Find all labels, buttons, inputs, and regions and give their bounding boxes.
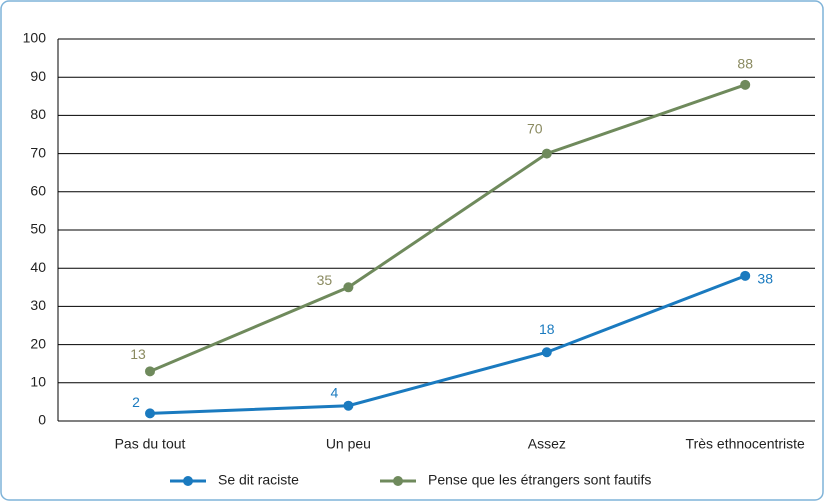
data-point [541, 148, 552, 159]
y-tick-label: 60 [30, 183, 46, 199]
x-tick-label: Assez [528, 436, 566, 452]
series-line [149, 274, 746, 415]
x-tick-label: Très ethnocentriste [686, 436, 806, 452]
data-label: 2 [132, 394, 140, 410]
data-label: 4 [331, 384, 339, 400]
data-label: 13 [130, 346, 146, 362]
data-point [541, 347, 552, 358]
legend-label: Pense que les étrangers sont fautifs [428, 472, 651, 488]
data-point [740, 270, 751, 281]
y-tick-label: 10 [30, 374, 46, 390]
y-tick-label: 40 [30, 259, 46, 275]
series-line [149, 83, 746, 373]
y-tick-label: 100 [23, 30, 47, 46]
y-tick-label: 80 [30, 106, 46, 122]
x-tick-label: Un peu [326, 436, 371, 452]
data-point [343, 400, 354, 411]
data-label: 70 [527, 120, 543, 136]
legend-label: Se dit raciste [218, 472, 299, 488]
y-tick-label: 20 [30, 335, 46, 351]
data-point [343, 282, 354, 293]
y-tick-label: 70 [30, 144, 46, 160]
y-tick-label: 0 [38, 412, 46, 428]
y-tick-label: 50 [30, 221, 46, 237]
y-tick-label: 30 [30, 297, 46, 313]
legend-marker [183, 476, 193, 486]
data-label: 35 [317, 272, 333, 288]
data-point [145, 366, 155, 377]
data-point [145, 408, 155, 419]
y-tick-label: 90 [30, 68, 46, 84]
data-label: 18 [539, 321, 555, 337]
x-tick-label: Pas du tout [115, 436, 186, 452]
data-point [740, 79, 751, 90]
legend-marker [393, 476, 403, 486]
data-label: 88 [737, 56, 753, 72]
data-label: 38 [757, 271, 773, 287]
